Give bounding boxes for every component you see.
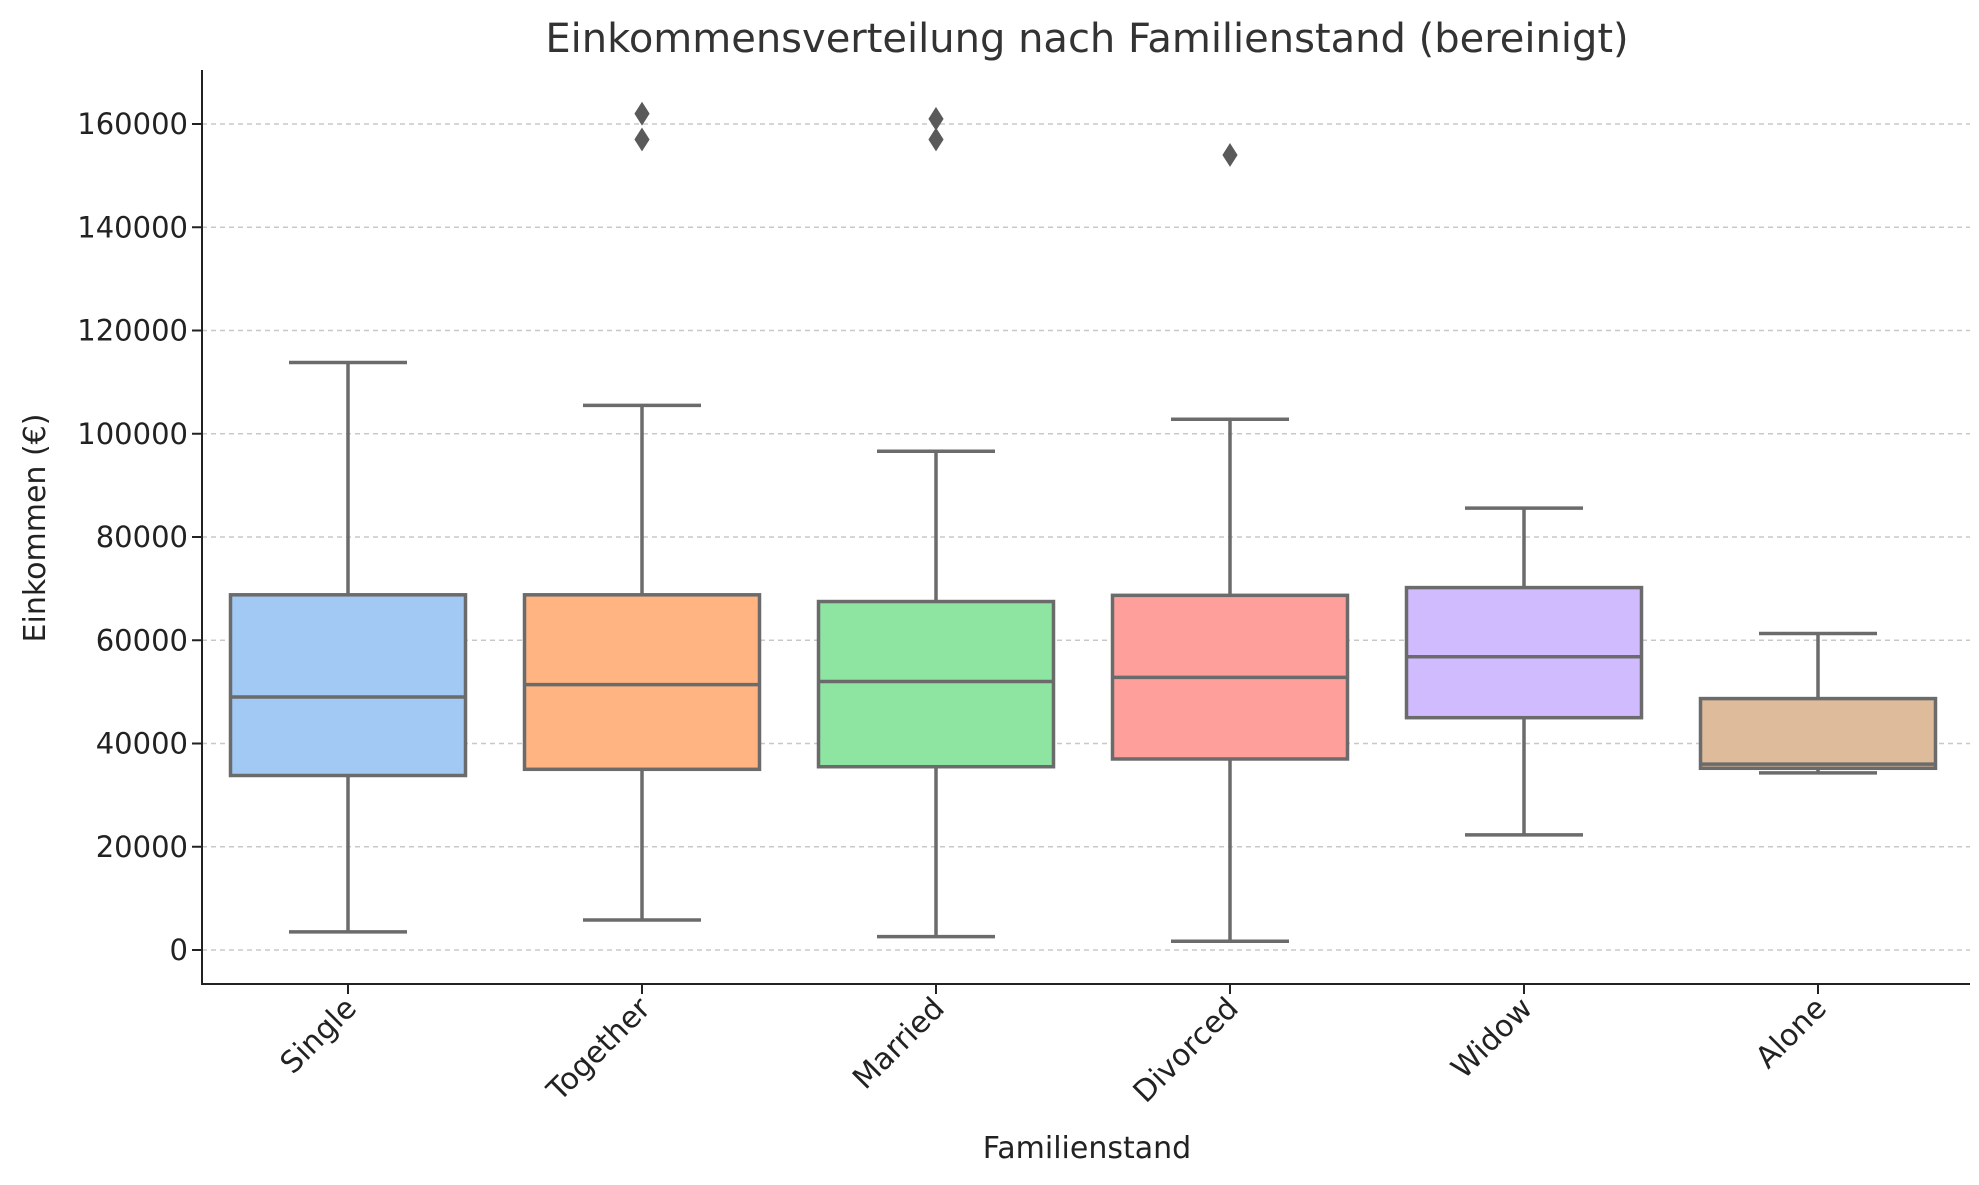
iqr-box <box>1698 696 1938 771</box>
iqr-box <box>1404 585 1644 720</box>
y-tick-label: 0 <box>170 933 188 967</box>
outlier-point <box>1222 143 1238 167</box>
y-tick-label: 100000 <box>77 417 188 451</box>
x-tick-label: Together <box>540 990 658 1108</box>
axes <box>201 70 1970 985</box>
iqr-box <box>228 593 468 778</box>
box-together <box>522 101 762 922</box>
box-single <box>228 360 468 934</box>
x-tick-label: Single <box>274 991 364 1081</box>
x-tick-label: Divorced <box>1127 991 1246 1110</box>
y-axis-label: Einkommen (€) <box>18 414 53 643</box>
x-ticks: Single Together Married Divorced Widow Alone <box>274 984 1834 1110</box>
y-tick-label: 80000 <box>96 520 188 554</box>
y-tick-label: 120000 <box>77 314 188 348</box>
y-tick-label: 40000 <box>96 727 188 761</box>
box-alone <box>1698 631 1938 775</box>
x-axis-label: Familienstand <box>983 1131 1191 1166</box>
box-divorced <box>1110 143 1350 943</box>
x-tick-label: Alone <box>1749 991 1834 1076</box>
y-tick-label: 20000 <box>96 830 188 864</box>
x-tick-label: Widow <box>1445 991 1540 1086</box>
boxes <box>228 101 1938 943</box>
iqr-box <box>816 599 1056 769</box>
y-tick-label: 60000 <box>96 623 188 657</box>
y-tick-label: 140000 <box>77 210 188 244</box>
y-tick-label: 160000 <box>77 107 188 141</box>
box-widow <box>1404 506 1644 837</box>
outlier-point <box>928 106 944 131</box>
y-ticks: 0 20000 40000 60000 80000 100000 120000 140000 1… <box>77 107 202 967</box>
outlier-point <box>634 127 650 152</box>
chart-title: Einkommensverteilung nach Familienstand … <box>545 16 1628 62</box>
outlier-point <box>928 127 944 152</box>
iqr-box <box>522 593 762 772</box>
outlier-point <box>634 101 650 126</box>
grid-lines <box>202 123 1970 951</box>
box-married <box>816 106 1056 939</box>
x-tick-label: Married <box>846 991 952 1097</box>
